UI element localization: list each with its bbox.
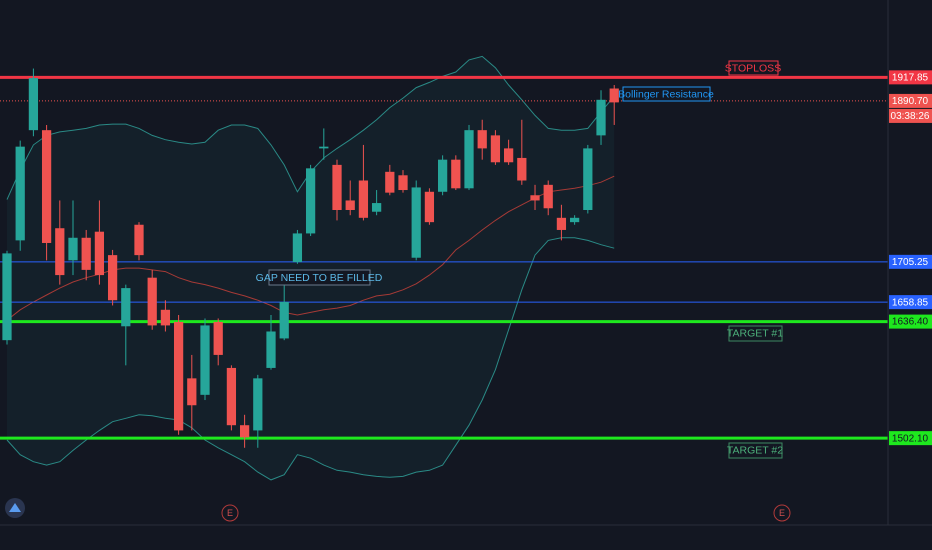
annotation: Bollinger Resistance <box>618 88 714 100</box>
candle-body <box>173 321 184 431</box>
price-label-bg <box>889 70 932 85</box>
annotation: TARGET #1 <box>727 327 783 339</box>
candle-body <box>81 237 91 270</box>
candle-body <box>147 277 157 326</box>
candle-body <box>319 146 329 149</box>
candle-body <box>556 217 567 230</box>
price-label-bg <box>889 93 932 108</box>
candle-body <box>160 309 171 326</box>
price-label-bg <box>889 254 932 269</box>
candle-body <box>530 195 540 201</box>
event-label[interactable]: E <box>227 508 233 518</box>
candle-body <box>490 135 501 163</box>
candle-body <box>398 175 408 191</box>
price-label-bg <box>889 314 932 329</box>
candle-body <box>107 255 118 301</box>
candle-body <box>2 253 12 341</box>
annotation: GAP NEED TO BE FILLED <box>256 272 383 284</box>
candle-body <box>503 148 514 163</box>
price-levels <box>0 75 888 440</box>
annotation-box <box>622 86 711 102</box>
candles <box>2 68 619 448</box>
candle-body <box>596 99 606 136</box>
candle-body <box>239 425 250 438</box>
annotation-box <box>728 442 783 459</box>
event-label[interactable]: E <box>779 508 785 518</box>
candle-body <box>41 130 52 243</box>
price-label: 1890.70 <box>892 96 929 107</box>
candle-body <box>200 325 210 395</box>
candle-body <box>332 164 342 210</box>
candle-body <box>371 203 382 212</box>
price-label: 1917.85 <box>892 73 929 84</box>
candle-body <box>213 321 223 355</box>
candle-body <box>543 184 553 209</box>
candle-body <box>583 148 593 210</box>
price-label: 1658.85 <box>892 297 929 308</box>
candle-body <box>134 224 144 256</box>
countdown: 03:38:26 <box>891 111 930 122</box>
countdown-bg <box>889 108 932 123</box>
candle-body <box>94 231 105 276</box>
candle-body <box>477 130 487 149</box>
candle-body <box>345 200 355 210</box>
candle-body <box>305 168 316 234</box>
axes: 1917.85 1890.70 03:38:26 1705.25 1658.85 1636… <box>889 70 932 446</box>
annotation-box <box>728 325 783 342</box>
candle-body <box>424 191 435 223</box>
price-label: 1636.40 <box>892 317 929 328</box>
annotations: STOPLOSS Bollinger Resistance GAP NEED T… <box>5 60 791 522</box>
candle-body <box>279 301 289 339</box>
annotation: STOPLOSS <box>725 62 781 74</box>
candle-body <box>253 378 263 431</box>
candle-body <box>517 157 527 181</box>
candle-body <box>68 237 78 261</box>
candle-body <box>292 233 303 263</box>
candle-body <box>385 171 395 193</box>
annotation-box <box>268 269 371 286</box>
event-marker[interactable] <box>773 504 791 522</box>
candle-body <box>266 331 276 368</box>
candle-body <box>411 187 421 258</box>
candle-body <box>609 88 619 103</box>
candle-body <box>55 228 65 276</box>
price-label-bg <box>889 295 932 310</box>
band-fill <box>7 56 615 480</box>
annotation: TARGET #2 <box>727 444 783 456</box>
candle-body <box>451 159 461 189</box>
band-lower <box>6 237 615 481</box>
candle-body <box>464 130 474 189</box>
candle-body <box>121 288 131 327</box>
price-label-bg <box>889 431 932 446</box>
candle-body <box>15 146 25 241</box>
candle-body <box>187 378 197 406</box>
candle-body <box>569 217 580 223</box>
candle-body <box>358 180 369 218</box>
event-marker[interactable] <box>221 504 239 522</box>
logo-icon <box>9 503 21 512</box>
candle-body <box>437 159 448 192</box>
price-label: 1705.25 <box>892 257 929 268</box>
candle-body <box>28 78 39 131</box>
annotation-box <box>728 60 779 76</box>
price-label: 1502.10 <box>892 433 929 444</box>
candle-body <box>226 367 237 426</box>
